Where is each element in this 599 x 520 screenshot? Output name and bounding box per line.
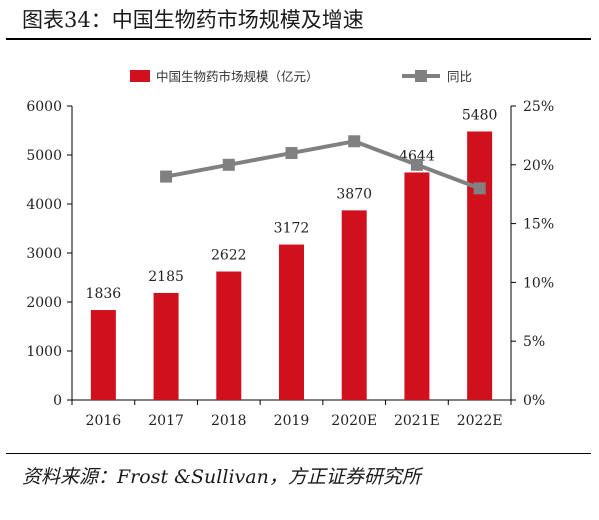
growth-marker: [160, 170, 173, 183]
x-tick-label: 2018: [211, 413, 247, 429]
bar: [404, 172, 430, 400]
x-tick-label: 2022E: [457, 413, 503, 429]
data-label: 3172: [274, 221, 310, 237]
bar: [279, 244, 304, 400]
title-divider: [6, 38, 591, 40]
right-tick-label: 25%: [523, 99, 554, 115]
right-tick-label: 15%: [523, 217, 554, 233]
growth-marker: [285, 147, 298, 160]
growth-marker: [410, 158, 423, 171]
data-label: 1836: [86, 286, 122, 302]
chart-title: 图表34：中国生物药市场规模及增速: [22, 8, 364, 32]
source-note: 资料来源：Frost &Sullivan，方正证券研究所: [22, 466, 421, 488]
x-tick-label: 2017: [148, 413, 184, 429]
right-tick-label: 5%: [523, 334, 545, 350]
bar: [467, 131, 493, 401]
growth-marker: [348, 135, 361, 148]
data-label: 2622: [211, 248, 247, 264]
legend: 中国生物药市场规模（亿元） 同比: [130, 69, 472, 84]
growth-line: [165, 139, 481, 191]
left-tick-label: 3000: [26, 246, 62, 262]
left-tick-label: 2000: [26, 295, 62, 311]
right-tick-label: 10%: [523, 275, 554, 291]
bar: [216, 271, 242, 400]
left-tick-label: 0: [53, 393, 62, 409]
growth-marker: [473, 182, 486, 195]
legend-swatch-marker: [415, 70, 427, 82]
right-tick-label: 20%: [523, 158, 554, 174]
right-y-axis: 0% 5% 10% 15% 20% 25%: [510, 99, 554, 409]
left-y-axis: 0 1000 2000 3000 4000 5000 6000: [26, 99, 73, 409]
data-label: 5480: [462, 107, 498, 123]
x-tick-label: 2020E: [331, 413, 377, 429]
x-tick-label: 2021E: [394, 413, 440, 429]
legend-swatch-bar: [130, 70, 150, 82]
right-tick-label: 0%: [523, 393, 545, 409]
x-tick-label: 2019: [274, 413, 310, 429]
left-tick-label: 6000: [26, 99, 62, 115]
bar: [153, 292, 179, 400]
bar: [90, 310, 116, 400]
left-tick-label: 4000: [26, 197, 62, 213]
legend-label-line: 同比: [447, 69, 472, 84]
left-tick-label: 5000: [26, 148, 62, 164]
x-tick-label: 2016: [86, 413, 122, 429]
line-series: [160, 135, 486, 195]
legend-label-bar: 中国生物药市场规模（亿元）: [156, 69, 319, 84]
source-divider: [6, 453, 591, 454]
data-label: 2185: [148, 269, 184, 285]
left-tick-label: 1000: [26, 344, 62, 360]
data-label: 3870: [336, 186, 372, 202]
bar: [341, 210, 367, 400]
x-axis: 2016 2017 2018 2019 2020E 2021E 2022E: [71, 399, 512, 429]
growth-marker: [222, 158, 235, 171]
